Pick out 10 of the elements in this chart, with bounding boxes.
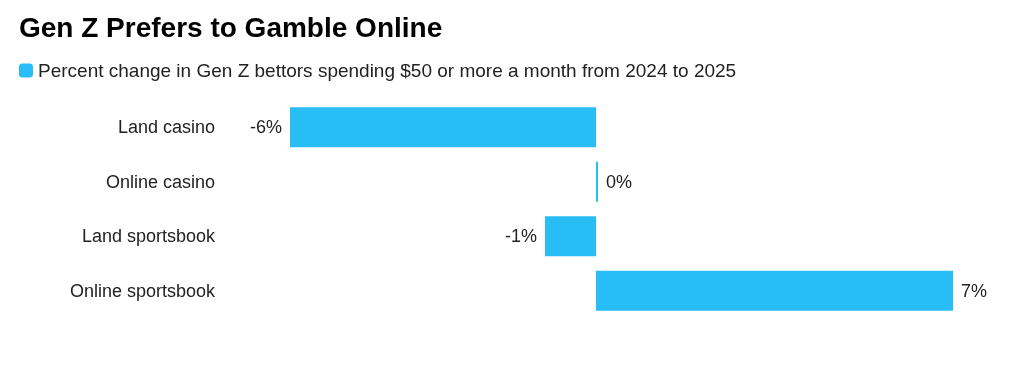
legend-label: Percent change in Gen Z bettors spending $50 or more a month from 2024 to 2025 [38,60,737,81]
y-tick-label: Land sportsbook [81,226,216,247]
chart-title: Gen Z Prefers to Gamble Online [19,11,443,43]
y-tick-label: Online sportsbook [69,280,216,301]
data-label: -1% [504,226,537,247]
y-tick-label: Land casino [117,117,215,138]
data-label: -6% [249,117,282,138]
y-tick-label: Online casino [105,171,215,192]
data-label: 0% [606,171,633,192]
data-label: 7% [961,280,988,301]
